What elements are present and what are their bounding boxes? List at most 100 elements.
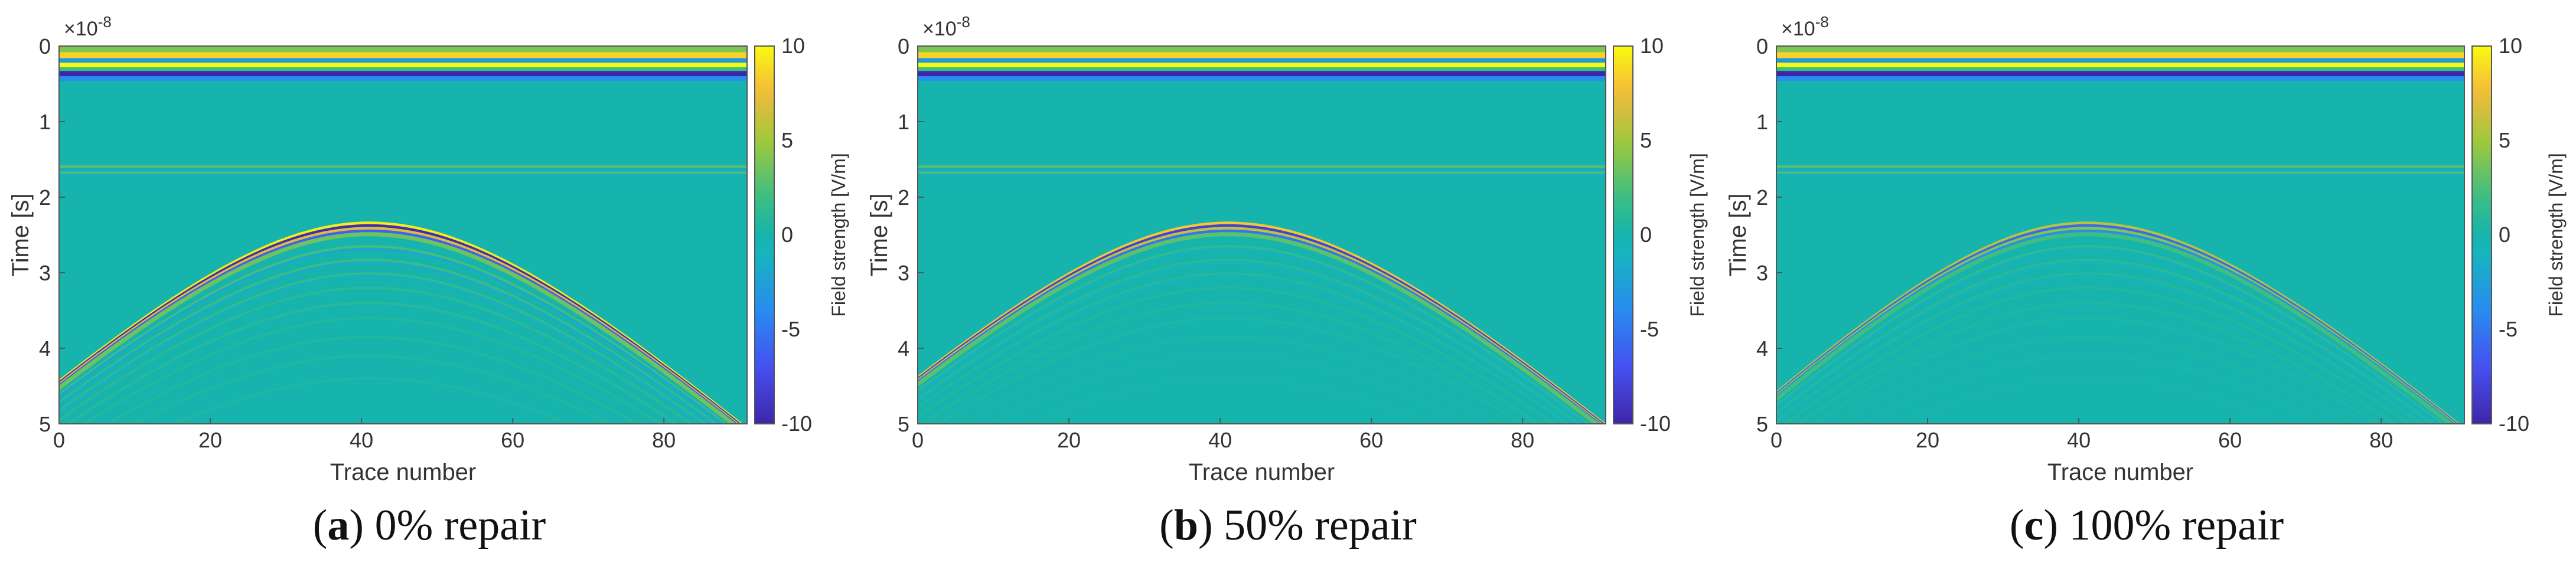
direct-wave-band-c-5 bbox=[1776, 71, 2464, 77]
direct-wave-band-a-2 bbox=[59, 58, 747, 63]
hyperbola-wavelet-b-11 bbox=[918, 286, 1557, 424]
y-tick-label-c-2: 2 bbox=[1756, 185, 1768, 210]
x-tick-label-a-0: 0 bbox=[53, 428, 65, 452]
colorbar-c bbox=[2471, 45, 2492, 424]
hyperbola-wavelet-b-5 bbox=[918, 245, 1590, 424]
colorbar-a bbox=[754, 45, 775, 424]
x-tick-label-a-1: 20 bbox=[198, 428, 222, 452]
hyperbola-wavelet-a-4 bbox=[59, 232, 736, 424]
colorbar-tick-b-0: 10 bbox=[1640, 34, 1664, 58]
hyperbola-wavelet-b-12 bbox=[920, 302, 1542, 424]
direct-wave-band-b-2 bbox=[918, 58, 1606, 63]
x-tick-label-b-3: 60 bbox=[1359, 428, 1383, 452]
colorbar-tick-c-4: -10 bbox=[2499, 411, 2529, 436]
axes-box-a bbox=[58, 45, 748, 424]
direct-wave-band-c-2 bbox=[1776, 58, 2464, 63]
direct-wave-band-a-4 bbox=[59, 67, 747, 71]
direct-wave-band-b-3 bbox=[918, 63, 1606, 67]
caption-a: (a) 0% repair bbox=[312, 501, 546, 550]
field-layer-a bbox=[59, 46, 747, 424]
y-exponent-power-c: -8 bbox=[1815, 13, 1829, 31]
axes-box-b bbox=[917, 45, 1606, 424]
colorbar-tick-c-2: 0 bbox=[2499, 223, 2510, 247]
x-axis-label-b: Trace number bbox=[1189, 459, 1335, 485]
reflection-line-a-3 bbox=[59, 174, 747, 177]
y-exponent-power-b: -8 bbox=[957, 13, 970, 31]
field-layer-b bbox=[918, 46, 1606, 424]
y-tick-label-a-3: 3 bbox=[39, 261, 51, 285]
y-exponent-b: ×10-8 bbox=[922, 13, 970, 40]
hyperbola-wavelet-a-5 bbox=[59, 245, 727, 424]
hyperbola-wavelet-a-14 bbox=[105, 335, 640, 424]
colorbar-tick-c-3: -5 bbox=[2499, 317, 2518, 341]
hyperbola-wavelet-c-7 bbox=[1776, 259, 2435, 424]
hyperbola-wavelet-c-6 bbox=[1776, 248, 2443, 424]
y-tick-label-c-3: 3 bbox=[1756, 261, 1768, 285]
colorbar-label-b: Field strength [V/m] bbox=[1687, 153, 1708, 316]
hyperbola-wavelet-a-15 bbox=[132, 354, 612, 424]
y-exponent-c: ×10-8 bbox=[1781, 13, 1829, 40]
y-tick-label-c-4: 4 bbox=[1756, 336, 1768, 361]
direct-wave-band-c-0 bbox=[1776, 46, 2464, 53]
reflection-line-b-2 bbox=[918, 171, 1606, 174]
reflection-line-a-0 bbox=[59, 165, 747, 168]
hyperbola-wavelet-a-6 bbox=[59, 248, 725, 424]
direct-wave-band-a-6 bbox=[59, 76, 747, 81]
colorbar-label-a: Field strength [V/m] bbox=[828, 153, 849, 316]
y-tick-label-b-0: 0 bbox=[898, 34, 909, 58]
colorbar-tick-a-2: 0 bbox=[781, 223, 793, 247]
x-tick-label-b-4: 80 bbox=[1511, 428, 1534, 452]
hyperbola-wavelet-a-13 bbox=[82, 316, 663, 424]
x-tick-label-a-3: 60 bbox=[501, 428, 524, 452]
reflection-line-c-3 bbox=[1776, 174, 2464, 177]
hyperbola-wavelet-c-5 bbox=[1776, 245, 2444, 424]
hyperbola-wavelet-c-14 bbox=[1834, 335, 2357, 424]
caption-b: (b) 50% repair bbox=[1159, 501, 1417, 550]
reflection-line-a-2 bbox=[59, 171, 747, 174]
colorbar-tick-c-1: 5 bbox=[2499, 128, 2510, 152]
y-tick-label-b-2: 2 bbox=[898, 185, 909, 210]
hyperbola-wavelet-c-4 bbox=[1776, 232, 2454, 424]
panel-a: ×10-8 0 1 2 3 4 5 0 20 40 60 80 Trace number Time [s]… bbox=[0, 0, 859, 572]
panel-c: ×10-8 0 1 2 3 4 5 0 20 40 60 80 Trace number Time [s]… bbox=[1717, 0, 2576, 572]
hyperbola-wavelet-a-16 bbox=[171, 377, 572, 424]
hyperbola-wavelet-c-13 bbox=[1812, 316, 2380, 424]
hyperbola-wavelet-b-8 bbox=[918, 262, 1578, 424]
direct-wave-band-a-5 bbox=[59, 71, 747, 77]
hyperbola-wavelet-a-11 bbox=[59, 286, 694, 424]
direct-wave-band-c-6 bbox=[1776, 76, 2464, 81]
y-tick-label-c-0: 0 bbox=[1756, 34, 1768, 58]
hyperbola-wavelet-c-10 bbox=[1776, 275, 2421, 424]
y-exponent-a: ×10-8 bbox=[64, 13, 112, 40]
y-tick-label-a-2: 2 bbox=[39, 185, 51, 210]
y-tick-label-a-4: 4 bbox=[39, 336, 51, 361]
colorbar-tick-c-0: 10 bbox=[2499, 34, 2522, 58]
colorbar-label-c: Field strength [V/m] bbox=[2545, 153, 2567, 316]
reflection-line-b-3 bbox=[918, 174, 1606, 177]
y-tick-label-b-5: 5 bbox=[898, 412, 909, 436]
x-tick-label-c-2: 40 bbox=[2067, 428, 2091, 452]
direct-wave-band-b-4 bbox=[918, 67, 1606, 71]
panel-b: ×10-8 0 1 2 3 4 5 0 20 40 60 80 Trace number Time [s]… bbox=[859, 0, 1717, 572]
hyperbola-wavelet-b-10 bbox=[918, 275, 1567, 424]
x-tick-label-c-0: 0 bbox=[1770, 428, 1782, 452]
y-tick-label-c-5: 5 bbox=[1756, 412, 1768, 436]
field-layer-c bbox=[1776, 46, 2464, 424]
hyperbola-wavelet-b-15 bbox=[986, 354, 1474, 424]
colorbar-tick-b-1: 5 bbox=[1640, 128, 1652, 152]
hyperbola-wavelet-c-11 bbox=[1783, 286, 2411, 424]
hyperbola-wavelet-a-10 bbox=[59, 275, 704, 424]
colorbar-tick-b-3: -5 bbox=[1640, 317, 1659, 341]
reflection-line-b-1 bbox=[918, 168, 1606, 171]
reflection-line-a-1 bbox=[59, 168, 747, 171]
y-tick-label-c-1: 1 bbox=[1756, 110, 1768, 134]
colorbar-tick-a-1: 5 bbox=[781, 128, 793, 152]
hyperbola-wavelet-c-16 bbox=[1897, 377, 2289, 424]
direct-wave-band-b-1 bbox=[918, 52, 1606, 58]
colorbar-tick-b-2: 0 bbox=[1640, 223, 1652, 247]
direct-wave-band-c-4 bbox=[1776, 67, 2464, 71]
x-tick-label-c-1: 20 bbox=[1916, 428, 1939, 452]
reflection-line-c-1 bbox=[1776, 168, 2464, 171]
reflection-line-b-0 bbox=[918, 165, 1606, 168]
